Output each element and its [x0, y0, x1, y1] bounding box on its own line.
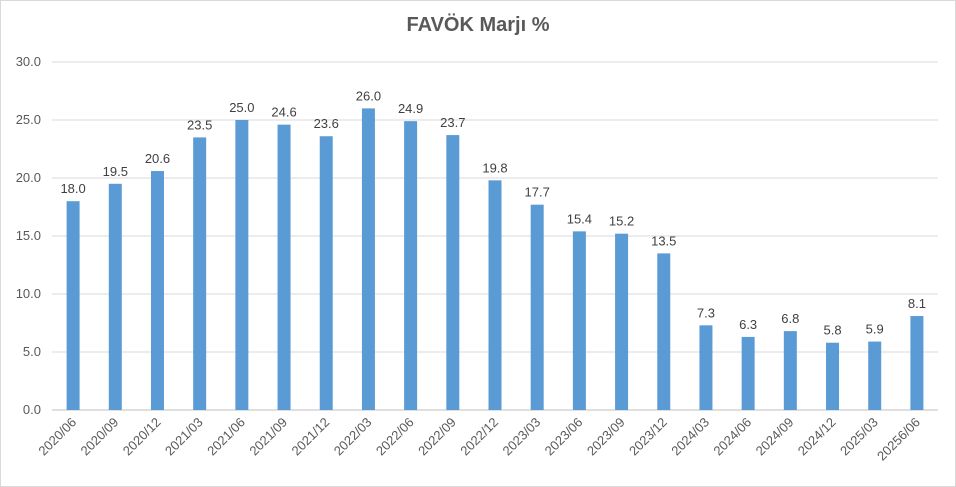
data-label: 24.9 — [398, 101, 423, 116]
data-label: 23.6 — [314, 116, 339, 131]
data-label: 26.0 — [356, 88, 381, 103]
x-tick-label: 2021/03 — [162, 415, 206, 459]
bar — [193, 137, 207, 410]
bar — [66, 201, 80, 410]
x-tick-label: 2021/06 — [204, 415, 248, 459]
data-label: 25.0 — [229, 100, 254, 115]
data-label: 13.5 — [651, 233, 676, 248]
x-tick-label: 2023/06 — [542, 415, 586, 459]
data-label: 19.8 — [482, 160, 507, 175]
x-tick-label: 2024/06 — [710, 415, 754, 459]
bar — [699, 325, 713, 410]
bar — [741, 336, 755, 410]
bar — [657, 253, 671, 410]
y-tick-label: 30.0 — [16, 54, 41, 69]
y-tick-label: 10.0 — [16, 286, 41, 301]
y-tick-label: 0.0 — [23, 402, 41, 417]
bar — [361, 108, 375, 411]
bar — [446, 135, 460, 410]
x-tick-label: 2023/03 — [499, 415, 543, 459]
x-tick-label: 2022/12 — [457, 415, 501, 459]
y-tick-label: 20.0 — [16, 170, 41, 185]
x-tick-label: 2022/06 — [373, 415, 417, 459]
x-tick-label: 2024/12 — [795, 415, 839, 459]
data-label: 8.1 — [908, 296, 926, 311]
x-tick-label: 2022/03 — [331, 415, 375, 459]
bar — [404, 121, 418, 410]
x-tick-label: 2024/09 — [753, 415, 797, 459]
x-tick-label: 2021/12 — [289, 415, 333, 459]
bar — [783, 331, 797, 410]
x-axis: 2020/062020/092020/122021/032021/062021/… — [35, 415, 923, 464]
bar — [868, 341, 882, 410]
bars — [66, 108, 924, 411]
bar — [615, 233, 629, 410]
data-label: 23.7 — [440, 115, 465, 130]
data-label: 15.2 — [609, 214, 634, 229]
y-tick-label: 25.0 — [16, 112, 41, 127]
x-tick-label: 2020/06 — [35, 415, 79, 459]
data-label: 5.9 — [866, 322, 884, 337]
bar — [108, 183, 122, 410]
bar — [150, 171, 164, 410]
y-axis: 0.0 5.0 10.0 15.0 20.0 25.0 30.0 — [16, 54, 41, 417]
bar — [235, 120, 249, 410]
x-tick-label: 2023/12 — [626, 415, 670, 459]
x-tick-label: 2021/09 — [246, 415, 290, 459]
data-label: 23.5 — [187, 117, 212, 132]
x-tick-label: 2020/12 — [120, 415, 164, 459]
data-label: 17.7 — [525, 185, 550, 200]
bar — [910, 316, 924, 410]
x-tick-label: 2022/09 — [415, 415, 459, 459]
x-tick-label: 2024/03 — [668, 415, 712, 459]
data-label: 20.6 — [145, 151, 170, 166]
bar — [319, 136, 333, 411]
y-tick-label: 5.0 — [23, 344, 41, 359]
data-label: 18.0 — [60, 181, 85, 196]
bar — [530, 204, 544, 410]
bar — [572, 231, 586, 410]
x-tick-label: 2020/09 — [78, 415, 122, 459]
data-label: 5.8 — [823, 323, 841, 338]
x-tick-label: 20256/06 — [874, 415, 923, 464]
data-label: 6.8 — [781, 311, 799, 326]
data-label: 7.3 — [697, 305, 715, 320]
data-label: 6.3 — [739, 317, 757, 332]
x-tick-label: 2023/09 — [584, 415, 628, 459]
bar — [277, 124, 291, 410]
y-tick-label: 15.0 — [16, 228, 41, 243]
data-label: 19.5 — [103, 164, 128, 179]
bar — [826, 342, 840, 410]
data-label: 15.4 — [567, 211, 592, 226]
chart-title: FAVÖK Marjı % — [406, 14, 550, 36]
data-labels: 18.0 19.5 20.6 23.5 25.0 24.6 23.6 26.0 24.9 23.7… — [60, 88, 926, 337]
data-label: 24.6 — [271, 105, 296, 120]
bar — [488, 180, 502, 410]
